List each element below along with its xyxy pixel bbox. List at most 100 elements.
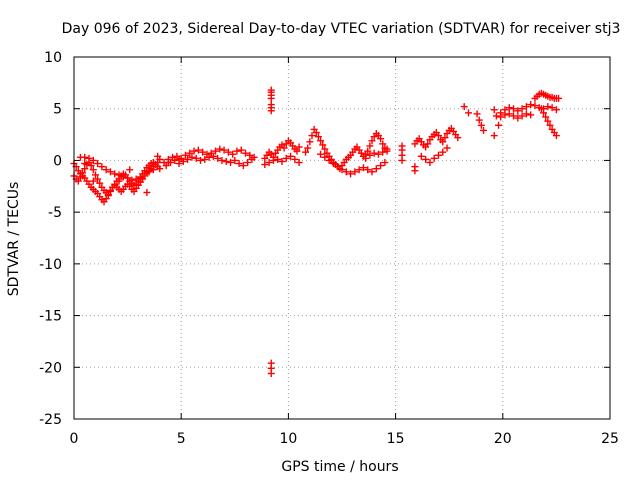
- data-point: [398, 156, 406, 164]
- y-tick-label: 5: [53, 102, 62, 118]
- data-point: [514, 107, 522, 115]
- data-point: [104, 192, 112, 200]
- data-point: [422, 155, 430, 163]
- data-point: [443, 144, 451, 152]
- data-point: [205, 153, 213, 161]
- x-axis-label: GPS time / hours: [281, 459, 398, 475]
- data-point: [319, 141, 327, 149]
- data-point: [231, 156, 239, 164]
- data-point: [201, 155, 209, 163]
- data-point: [342, 168, 350, 176]
- data-point: [261, 161, 269, 169]
- data-point: [434, 151, 442, 159]
- data-point: [87, 162, 95, 170]
- data-point: [552, 132, 560, 140]
- data-point: [102, 166, 110, 174]
- data-point: [175, 155, 183, 163]
- data-point: [274, 155, 282, 163]
- data-point: [368, 137, 376, 145]
- data-point: [546, 121, 554, 129]
- data-point: [267, 94, 275, 102]
- data-point: [171, 156, 179, 164]
- data-point: [368, 168, 376, 176]
- x-tick-label: 15: [387, 431, 405, 447]
- data-point: [490, 106, 498, 114]
- data-point: [304, 144, 312, 152]
- data-point: [372, 165, 380, 173]
- data-point: [269, 156, 277, 164]
- data-point: [464, 109, 472, 117]
- chart-title: Day 096 of 2023, Sidereal Day-to-day VTE…: [62, 21, 621, 37]
- data-point: [239, 162, 247, 170]
- data-point: [475, 116, 483, 124]
- data-point: [505, 104, 513, 112]
- data-point: [98, 163, 106, 171]
- data-point: [364, 147, 372, 155]
- data-point: [233, 147, 241, 155]
- data-point: [505, 110, 513, 118]
- data-point: [308, 132, 316, 140]
- data-point: [212, 147, 220, 155]
- data-point: [227, 158, 235, 166]
- data-point: [522, 103, 530, 111]
- data-point: [143, 188, 151, 196]
- data-point: [89, 177, 97, 185]
- x-tick-label: 25: [601, 431, 619, 447]
- data-point: [94, 160, 102, 168]
- data-point: [199, 148, 207, 156]
- tick-labels: 0 5 10 15 20 25 -25 -20 -15 -10 -5 0 5 10: [39, 50, 619, 447]
- data-point: [351, 168, 359, 176]
- data-point: [154, 152, 162, 160]
- data-point: [186, 149, 194, 157]
- data-point: [439, 148, 447, 156]
- data-point: [370, 149, 378, 157]
- data-point: [434, 132, 442, 140]
- data-point: [537, 105, 545, 113]
- data-point: [477, 121, 485, 129]
- data-point: [548, 104, 556, 112]
- data-point: [321, 145, 329, 153]
- data-point: [374, 150, 382, 158]
- data-point: [96, 179, 104, 187]
- data-point: [366, 151, 374, 159]
- data-point: [76, 153, 84, 161]
- data-point: [216, 145, 224, 153]
- data-point: [278, 157, 286, 165]
- data-point: [293, 147, 301, 155]
- data-point: [552, 106, 560, 114]
- y-tick-label: 10: [44, 50, 62, 66]
- data-point: [527, 101, 535, 109]
- data-point: [381, 158, 389, 166]
- data-point: [81, 160, 89, 168]
- data-point: [149, 166, 157, 174]
- data-point: [480, 126, 488, 134]
- data-point: [362, 154, 370, 162]
- data-point: [237, 146, 245, 154]
- data-point: [141, 170, 149, 178]
- data-point: [334, 163, 342, 171]
- data-point: [242, 149, 250, 157]
- data-point: [229, 150, 237, 158]
- data-point: [460, 103, 468, 111]
- data-point: [379, 140, 387, 148]
- data-point: [214, 154, 222, 162]
- x-tick-label: 20: [494, 431, 512, 447]
- data-point: [544, 117, 552, 125]
- grid-lines: [74, 57, 610, 419]
- data-point: [218, 156, 226, 164]
- y-tick-label: 0: [53, 153, 62, 169]
- y-tick-label: -10: [39, 257, 62, 273]
- data-point: [366, 142, 374, 150]
- data-point: [411, 167, 419, 175]
- data-point: [119, 173, 127, 181]
- data-point: [531, 102, 539, 110]
- x-tick-label: 0: [70, 431, 79, 447]
- plot-frame: [73, 56, 611, 420]
- data-point: [89, 166, 97, 174]
- data-point: [302, 148, 310, 156]
- data-point: [424, 140, 432, 148]
- data-point: [441, 134, 449, 142]
- data-point: [124, 174, 132, 182]
- data-point: [338, 166, 346, 174]
